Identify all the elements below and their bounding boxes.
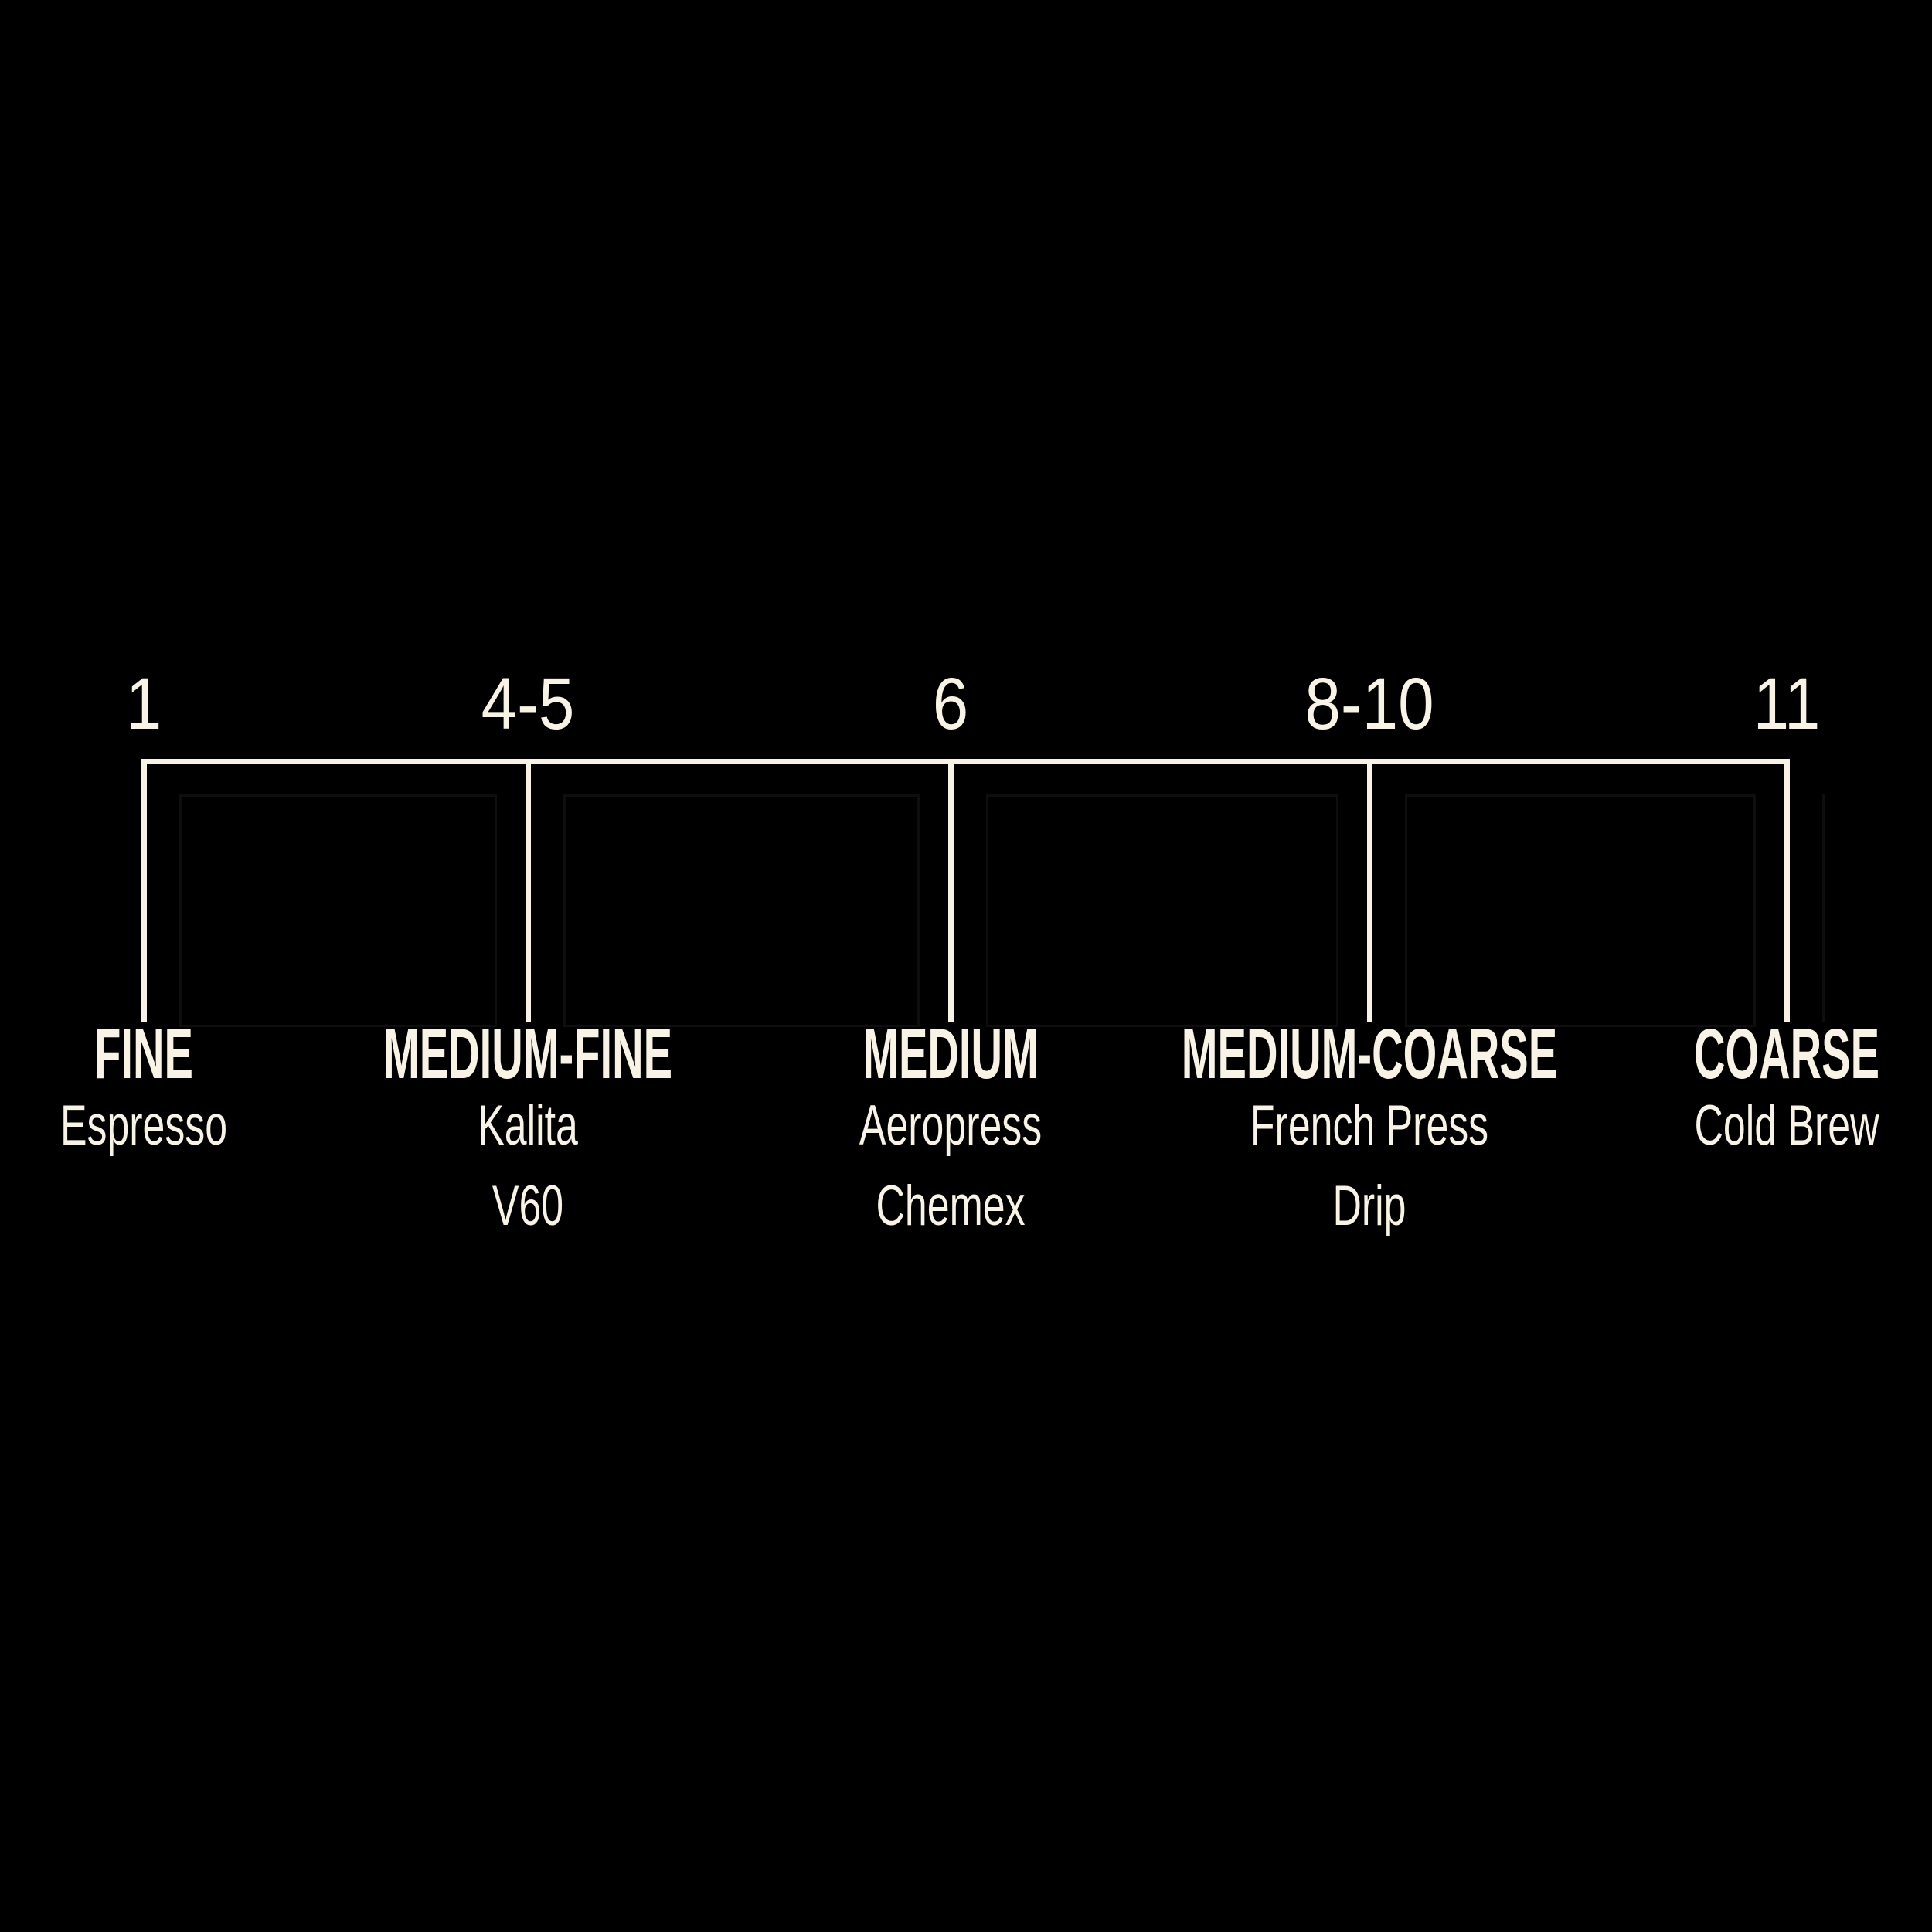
method-list: French Press Drip <box>1022 1086 1717 1247</box>
method-label: Cold Brew <box>1694 1094 1879 1157</box>
artifact-box <box>1822 794 1932 1022</box>
tick-number-text: 8-10 <box>1304 663 1434 745</box>
grind-label-text: FINE <box>94 1015 193 1094</box>
tick-number: 8-10 <box>1022 668 1717 741</box>
method-label: V60 <box>492 1175 564 1237</box>
method-label: Kalita <box>478 1094 578 1157</box>
column-medium-fine: 4-5 MEDIUM-FINE Kalita V60 <box>180 0 876 1932</box>
method-label: Aeropress <box>859 1094 1043 1157</box>
grind-label: MEDIUM-FINE <box>180 1019 876 1090</box>
tick-number-text: 4-5 <box>481 663 575 745</box>
method-label: Espresso <box>60 1094 228 1157</box>
method-list: Aeropress Chemex <box>603 1086 1298 1247</box>
tick-number: 11 <box>1439 668 1932 741</box>
grind-label: MEDIUM <box>603 1019 1298 1090</box>
method-label: Drip <box>1332 1175 1406 1237</box>
method-label: French Press <box>1250 1094 1489 1157</box>
tick-number: 4-5 <box>180 668 876 741</box>
column-medium: 6 MEDIUM Aeropress Chemex <box>603 0 1298 1932</box>
artifact-box <box>1405 794 1756 1027</box>
grind-label: MEDIUM-COARSE <box>1022 1019 1717 1090</box>
grind-label-text: COARSE <box>1693 1015 1880 1094</box>
column-coarse: 11 COARSE Cold Brew <box>1439 0 1932 1932</box>
tick-number-text: 11 <box>1753 663 1821 745</box>
scale-axis-line <box>141 759 1790 764</box>
tick-number: 6 <box>603 668 1298 741</box>
grind-label-text: MEDIUM <box>862 1015 1039 1094</box>
method-list: Kalita V60 <box>180 1086 876 1247</box>
grind-label: COARSE <box>1439 1019 1932 1090</box>
artifact-box <box>563 794 920 1027</box>
tick-number-text: 6 <box>932 663 969 745</box>
artifact-box <box>179 794 497 1027</box>
column-fine: 1 FINE Espresso <box>0 0 492 1932</box>
tick-number-text: 1 <box>125 663 162 745</box>
tick-line <box>525 759 531 1022</box>
tick-number: 1 <box>0 668 492 741</box>
grind-label-text: MEDIUM-COARSE <box>1181 1015 1558 1094</box>
grind-label-text: MEDIUM-FINE <box>383 1015 673 1094</box>
tick-line <box>947 759 954 1022</box>
tick-line <box>1366 759 1372 1022</box>
tick-line <box>141 759 147 1022</box>
tick-line <box>1784 759 1790 1022</box>
column-medium-coarse: 8-10 MEDIUM-COARSE French Press Drip <box>1022 0 1717 1932</box>
grind-label: FINE <box>0 1019 492 1090</box>
method-list: Cold Brew <box>1439 1086 1932 1166</box>
method-label: Chemex <box>876 1175 1026 1237</box>
method-list: Espresso <box>0 1086 492 1166</box>
artifact-box <box>986 794 1338 1027</box>
